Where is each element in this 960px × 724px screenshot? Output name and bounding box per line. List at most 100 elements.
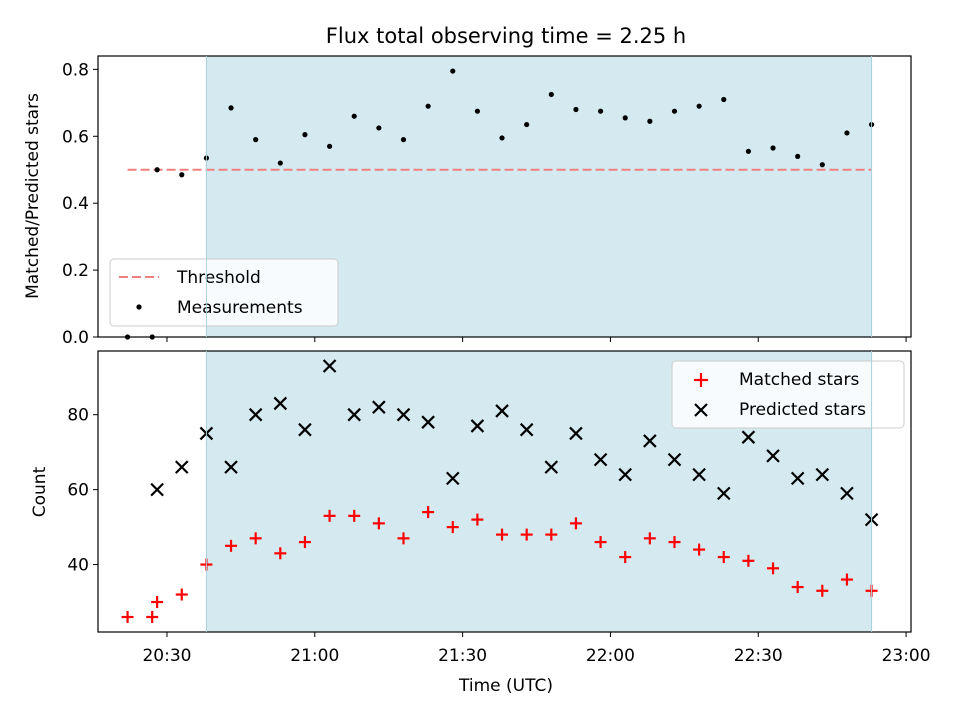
predicted-point bbox=[790, 471, 805, 486]
matched-point bbox=[298, 536, 311, 549]
measurement-point bbox=[425, 103, 431, 109]
predicted-point bbox=[174, 460, 189, 474]
matched-point bbox=[569, 517, 582, 530]
chart-title: Flux total observing time = 2.25 h bbox=[326, 24, 686, 48]
y-tick-label: 0.2 bbox=[62, 261, 89, 281]
measurement-point bbox=[819, 162, 825, 168]
count-plot-area bbox=[121, 359, 879, 624]
ratio-legend: Threshold Measurements bbox=[109, 258, 339, 327]
measurement-point bbox=[400, 137, 407, 143]
predicted-point bbox=[224, 460, 238, 474]
predicted-point bbox=[248, 407, 263, 422]
matched-point bbox=[767, 562, 780, 575]
measurement-point bbox=[573, 106, 579, 113]
matched-point bbox=[151, 596, 164, 609]
matched-point bbox=[249, 532, 262, 545]
ratio-axes: 0.0 0.2 0.4 0.6 0.8 bbox=[62, 55, 912, 348]
matched-point bbox=[791, 581, 804, 594]
ratio-y-axis-label: Matched/Predicted stars bbox=[23, 93, 43, 299]
x-tick-label: 21:00 bbox=[290, 646, 339, 666]
measurement-point bbox=[647, 118, 653, 124]
measurement-point bbox=[376, 125, 382, 131]
matched-point bbox=[594, 536, 607, 549]
matched-point bbox=[693, 543, 706, 556]
threshold-legend-label: Threshold bbox=[176, 268, 261, 288]
matched-point bbox=[372, 517, 385, 530]
predicted-point bbox=[273, 396, 288, 411]
matched-point bbox=[348, 509, 361, 522]
measurement-point bbox=[524, 121, 530, 128]
y-tick-label: 60 bbox=[67, 481, 89, 501]
measurements-legend-label: Measurements bbox=[177, 298, 303, 318]
x-tick-label: 23:00 bbox=[882, 646, 931, 666]
matched-point bbox=[397, 532, 410, 545]
predicted-legend-label: Predicted stars bbox=[739, 400, 866, 420]
predicted-point bbox=[372, 400, 386, 414]
predicted-point bbox=[766, 449, 780, 463]
measurement-point bbox=[745, 148, 752, 154]
measurement-point bbox=[450, 68, 456, 74]
measurement-point bbox=[499, 135, 505, 141]
measurement-point bbox=[671, 108, 678, 114]
y-tick-label: 40 bbox=[67, 556, 89, 576]
measurement-point bbox=[622, 115, 628, 121]
matched-legend-marker bbox=[694, 373, 708, 387]
matched-point bbox=[146, 611, 159, 624]
matched-point bbox=[471, 513, 484, 526]
matched-point bbox=[643, 532, 656, 545]
axes-frame bbox=[97, 350, 912, 633]
matched-point bbox=[742, 554, 755, 567]
predicted-point bbox=[470, 419, 485, 433]
y-tick-label: 0.6 bbox=[62, 127, 89, 147]
y-tick-label: 80 bbox=[67, 406, 89, 426]
count-legend: Matched stars Predicted stars bbox=[671, 360, 905, 429]
measurement-point bbox=[844, 130, 850, 136]
predicted-point bbox=[741, 430, 756, 444]
measurement-point bbox=[696, 103, 702, 109]
axes-frame bbox=[97, 55, 912, 338]
matched-point bbox=[717, 551, 730, 564]
predicted-point bbox=[298, 422, 312, 437]
measurements-legend-marker bbox=[136, 304, 142, 310]
predicted-point bbox=[495, 404, 509, 418]
matched-point bbox=[323, 509, 336, 522]
measurement-point bbox=[277, 160, 283, 166]
measurement-point bbox=[770, 145, 776, 151]
predicted-point bbox=[421, 415, 435, 429]
measurement-point bbox=[302, 132, 308, 138]
predicted-point bbox=[593, 452, 608, 467]
measurement-point bbox=[548, 91, 554, 98]
ratio-panel: 0.00.20.40.60.8 Matched/Predicted stars … bbox=[23, 55, 912, 348]
predicted-point bbox=[569, 426, 583, 441]
measurement-point bbox=[326, 143, 333, 149]
y-tick-label: 0.8 bbox=[62, 60, 89, 80]
predicted-point bbox=[519, 422, 534, 437]
predicted-point bbox=[667, 452, 682, 467]
predicted-point bbox=[347, 407, 361, 422]
predicted-point bbox=[716, 486, 731, 501]
x-tick-label: 22:00 bbox=[586, 646, 635, 666]
predicted-point bbox=[445, 471, 460, 486]
predicted-point bbox=[692, 467, 706, 482]
measurement-point bbox=[253, 137, 259, 143]
matched-point bbox=[619, 551, 632, 564]
count-y-axis-label: Count bbox=[30, 466, 50, 517]
y-tick-label: 0.4 bbox=[62, 194, 89, 214]
measurement-point bbox=[154, 167, 160, 173]
predicted-point bbox=[643, 434, 657, 448]
matched-point bbox=[668, 536, 681, 549]
measurement-point bbox=[474, 108, 480, 114]
count-axes: 40 60 80 20:30 21:00 21:30 22:00 22:30 23:00 bbox=[67, 350, 931, 666]
measurement-point bbox=[228, 105, 234, 111]
count-panel: 40 60 80 20:30 21:00 21:30 22:00 22:30 23:00 Cou… bbox=[30, 350, 931, 696]
matched-point bbox=[545, 528, 558, 541]
matched-point bbox=[446, 521, 459, 534]
x-tick-label: 22:30 bbox=[734, 646, 783, 666]
matched-point bbox=[422, 506, 435, 519]
predicted-point bbox=[396, 407, 411, 422]
ratio-legend-box bbox=[109, 258, 339, 327]
count-legend-box bbox=[671, 360, 905, 429]
matched-point bbox=[840, 573, 853, 586]
matched-point bbox=[225, 539, 238, 552]
